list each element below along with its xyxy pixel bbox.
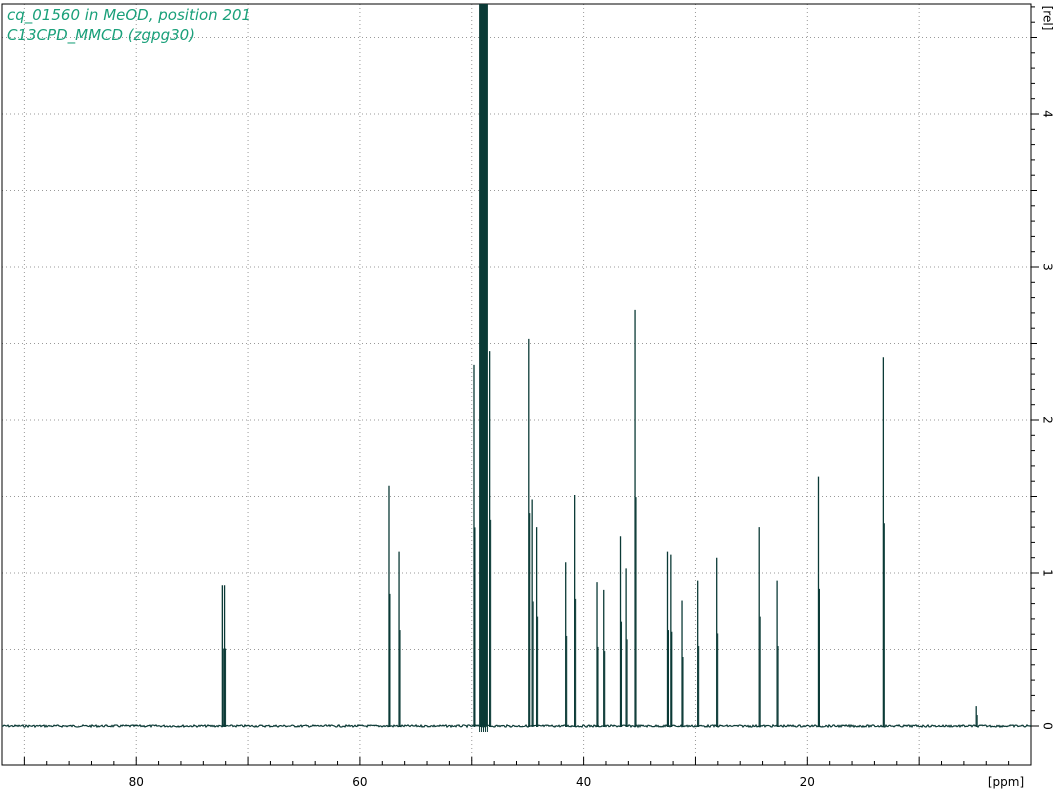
x-tick-label: 60 [352, 775, 367, 789]
y-axis-unit: [rel] [1041, 6, 1055, 31]
y-tick-label: 0 [1041, 722, 1055, 730]
spectrum-peaks [221, 309, 978, 727]
x-axis-unit: [ppm] [988, 775, 1024, 789]
plot-frame [1, 3, 1032, 766]
x-axis-ticks: 80 60 40 20 [1, 757, 1032, 789]
y-tick-label: 3 [1041, 263, 1055, 271]
solvent-peak [479, 4, 488, 732]
spectrum-baseline [1, 723, 1032, 729]
x-tick-label: 40 [576, 775, 591, 789]
spectrum-subtitle: C13CPD_MMCD (zgpg30) [7, 26, 196, 44]
y-axis-ticks: 0 1 2 3 4 [1031, 6, 1055, 730]
spectrum-title: cq_01560 in MeOD, position 201 [7, 6, 252, 24]
x-tick-label: 20 [800, 775, 815, 789]
y-tick-label: 4 [1041, 110, 1055, 118]
x-tick-label: 80 [129, 775, 144, 789]
y-tick-label: 1 [1041, 569, 1055, 577]
y-tick-label: 2 [1041, 416, 1055, 424]
grid-lines [2, 4, 1032, 765]
plot-border [1, 3, 1032, 766]
